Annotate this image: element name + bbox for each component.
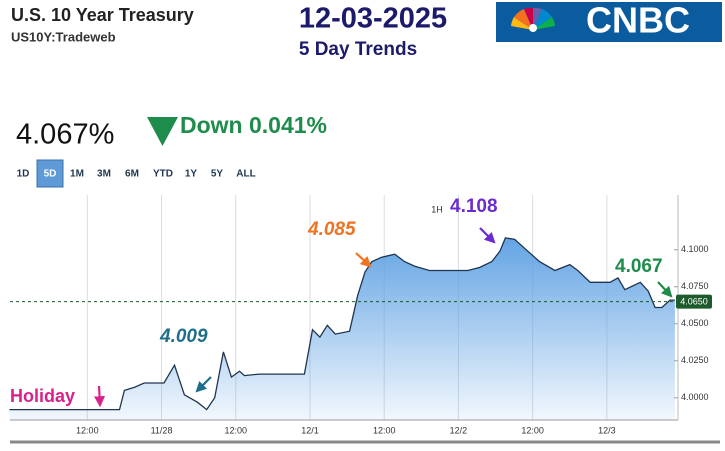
last-value-label: 4.0650 (680, 296, 708, 306)
annotation: 4.108 (450, 196, 498, 217)
x-tick-label: 12:00 (224, 425, 247, 435)
x-tick-label: 11/28 (151, 425, 173, 435)
last-value-box (676, 294, 712, 309)
range-button[interactable]: 3M (97, 169, 111, 180)
y-tick-label: 4.1000 (681, 244, 709, 254)
logo-text: CNBC (586, 0, 690, 41)
y-tick-label: 4.0750 (681, 281, 709, 291)
y-tick-label: 4.0250 (681, 355, 709, 365)
y-tick-label: 4.0500 (681, 318, 709, 328)
range-button[interactable]: YTD (153, 169, 173, 180)
trend-label: 5 Day Trends (299, 39, 417, 60)
annotation: 4.009 (159, 326, 208, 347)
logo-peacock (511, 7, 555, 32)
interval-label: 1H (431, 204, 443, 214)
arrows (94, 227, 673, 408)
arrow (94, 385, 106, 408)
arrow (195, 376, 212, 393)
range-button[interactable]: ALL (236, 169, 255, 180)
range-button[interactable]: 1Y (185, 169, 198, 180)
annotation: Holiday (10, 386, 75, 406)
arrow (657, 281, 673, 298)
range-button[interactable]: 1M (70, 169, 84, 180)
change: Down 0.041% (180, 112, 327, 138)
arrow (355, 252, 372, 268)
y-tick-label: 4.0000 (681, 392, 709, 402)
range-button-active (36, 159, 64, 188)
x-tick-label: 12:00 (76, 425, 99, 435)
range-button[interactable]: 6M (125, 169, 139, 180)
x-tick-label: 12/3 (598, 425, 616, 435)
x-tick-label: 12/1 (301, 425, 319, 435)
x-tick-label: 12:00 (521, 425, 544, 435)
range-button[interactable]: 5D (44, 169, 57, 180)
arrow (479, 227, 496, 244)
down-triangle (147, 117, 178, 146)
subtitle: US10Y:Tradeweb (11, 29, 116, 44)
annotation: 4.085 (307, 219, 356, 240)
date: 12-03-2025 (299, 3, 447, 35)
title: U.S. 10 Year Treasury (11, 5, 194, 25)
x-tick-label: 12:00 (373, 425, 396, 435)
x-tick-label: 12/2 (450, 425, 468, 435)
price-line (9, 237, 675, 411)
range-button[interactable]: 5Y (211, 169, 224, 180)
area (9, 237, 675, 420)
price: 4.067% (16, 119, 114, 151)
annotation: 4.067 (615, 256, 663, 277)
range-button[interactable]: 1D (17, 169, 30, 180)
